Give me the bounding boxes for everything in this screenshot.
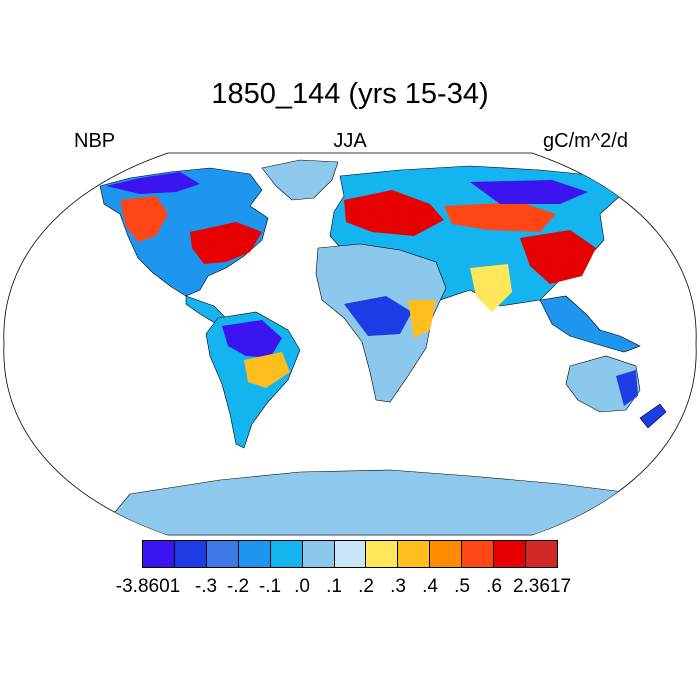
east-africa-mixed: [408, 300, 436, 338]
colorbar-label: .5: [454, 576, 470, 597]
na-west-hotspot: [120, 196, 168, 242]
colorbar-label: -.3: [194, 576, 218, 597]
colorbar-box: [526, 541, 557, 567]
season-label: JJA: [333, 130, 367, 152]
central-asia-hotspot: [444, 202, 556, 232]
southeast-asia: [539, 295, 641, 353]
colorbar-labels: -3.8601 -.3 -.2 -.1 .0 .1 .2 .3 .4 .5 .6 2.3617: [0, 576, 700, 606]
colorbar-label: .1: [326, 576, 342, 597]
europe-hotspot: [344, 190, 444, 236]
colorbar-box: [302, 541, 335, 567]
australia-east-blue: [616, 370, 638, 406]
colorbar-label: -.1: [258, 576, 282, 597]
colorbar-box: [430, 541, 463, 567]
central-africa-blue: [344, 296, 412, 336]
colorbar-box: [334, 541, 367, 567]
na-north-blue: [106, 172, 200, 194]
colorbar-box: [462, 541, 495, 567]
colorbar-label: .4: [422, 576, 438, 597]
colorbar-label: .6: [486, 576, 502, 597]
colorbar-label: .3: [390, 576, 406, 597]
colorbar-box: [494, 541, 527, 567]
brazil-mixed: [244, 352, 290, 388]
colorbar-box: [238, 541, 271, 567]
colorbar-box: [206, 541, 239, 567]
australia: [565, 355, 641, 413]
china-hotspot: [520, 230, 596, 284]
variable-label: NBP: [74, 130, 116, 152]
colorbar-box: [143, 541, 175, 567]
units-label: gC/m^2/d: [543, 130, 628, 152]
colorbar-box: [366, 541, 399, 567]
colorbar-box: [398, 541, 431, 567]
colorbar-label: .0: [294, 576, 310, 597]
colorbar-box: [174, 541, 207, 567]
siberia-blue: [470, 180, 588, 204]
colorbar: [142, 540, 558, 568]
na-east-hotspot: [190, 222, 262, 264]
map-title: 1850_144 (yrs 15-34): [211, 78, 489, 110]
colorbar-label: -.2: [226, 576, 250, 597]
colorbar-label: .2: [358, 576, 374, 597]
greenland: [261, 159, 339, 201]
colorbar-label: -3.8601: [115, 576, 181, 597]
india-mixed: [470, 264, 512, 312]
colorbar-label: 2.3617: [512, 576, 572, 597]
colorbar-box: [270, 541, 303, 567]
new-zealand: [639, 403, 667, 429]
amazon-blue: [222, 320, 282, 358]
